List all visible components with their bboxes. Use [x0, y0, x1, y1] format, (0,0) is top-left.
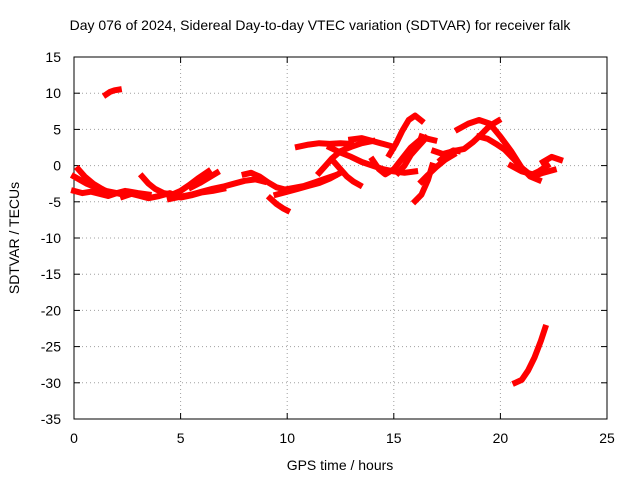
series-line-c3: [166, 176, 268, 203]
chart-title: Day 076 of 2024, Sidereal Day-to-day VTE…: [69, 17, 571, 33]
x-tick-label: 25: [599, 430, 615, 446]
y-tick-label: 10: [45, 85, 61, 101]
x-tick-label: 5: [177, 430, 185, 446]
axis-ticks: 15 10 5 0 -5 -10 -15 -20 -25 -30 -35 0 5 10 15 20 25: [41, 49, 615, 446]
y-tick-label: -10: [41, 230, 61, 246]
series-line-e1: [294, 140, 355, 151]
series-line-e5: [347, 135, 398, 151]
x-tick-label: 20: [493, 430, 509, 446]
y-tick-label: -35: [41, 411, 61, 427]
y-tick-label: -25: [41, 339, 61, 355]
series-line-e4: [329, 157, 364, 190]
y-tick-label: -5: [49, 194, 62, 210]
y-tick-label: -15: [41, 266, 61, 282]
series-line-h6: [538, 153, 564, 167]
y-tick-label: 15: [45, 49, 61, 65]
series-line-h5: [507, 161, 552, 178]
series-line-g2: [417, 150, 458, 186]
grid-lines: [74, 57, 607, 419]
series-line-i1: [511, 324, 549, 387]
series-line-d3: [272, 168, 345, 199]
series-line-c4: [187, 168, 221, 192]
x-tick-label: 10: [279, 430, 295, 446]
x-axis-label: GPS time / hours: [286, 457, 394, 473]
x-tick-label: 15: [386, 430, 402, 446]
y-tick-label: 0: [53, 158, 61, 174]
y-axis-label: SDTVAR / TECUs: [6, 181, 22, 295]
series-line-a3: [74, 164, 113, 197]
y-tick-label: -30: [41, 375, 61, 391]
series-line-d2: [265, 193, 292, 215]
y-tick-label: -20: [41, 302, 61, 318]
series-line-f2: [385, 112, 426, 159]
x-tick-label: 0: [70, 430, 78, 446]
y-tick-label: 5: [53, 121, 61, 137]
series-line-g3: [417, 132, 438, 144]
series-line-h2: [436, 147, 462, 165]
series-line-f1: [368, 136, 424, 178]
series-line-c2: [137, 167, 213, 198]
series-line-b1: [101, 86, 123, 99]
series-line-f3: [393, 133, 431, 178]
data-series: [69, 86, 564, 387]
plot-frame: [73, 56, 608, 420]
